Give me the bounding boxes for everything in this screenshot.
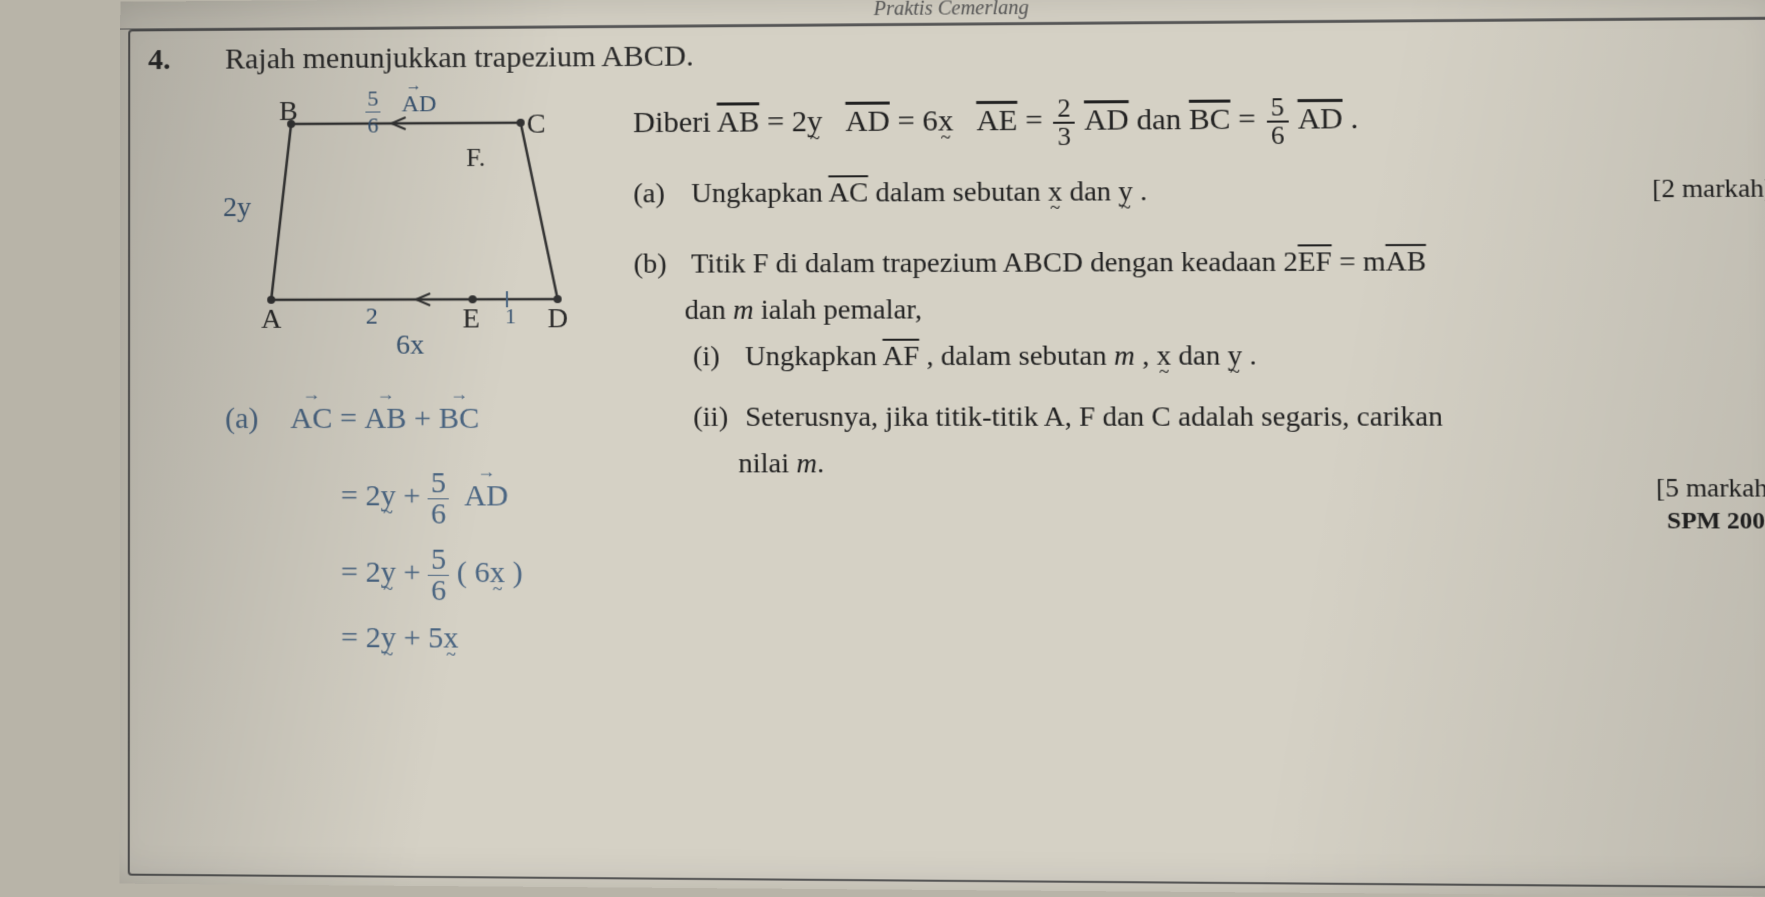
vec-ad2: AD [1084,103,1129,137]
w3-eq: = 2 [341,621,381,654]
part-bi-t1: Ungkapkan [745,341,883,373]
part-bi-vec: AF [883,341,920,372]
question-title: Rajah menunjukkan trapezium ABCD. [225,39,694,76]
part-bii-t1: Seterusnya, jika titik-titik A, F dan C … [745,401,1443,433]
w0-bc: BC [439,402,480,436]
part-b-m: m [733,295,754,326]
vec-ae: AE [976,104,1017,138]
frac-2-3: 23 [1053,95,1075,150]
question-number: 4. [148,43,170,77]
part-bii-t2: nilai [738,448,796,479]
given-line: Diberi AB = 2y AD = 6x AE = 23 AD dan BC… [633,94,1359,152]
part-bi-m: m [1114,340,1135,372]
label-b: B [279,96,298,128]
w3-y: y [381,621,396,655]
hand-tick-2: 2 [366,304,378,331]
part-a-vec: AC [828,177,868,208]
part-b-t2: dan [685,295,733,326]
part-a: (a) Ungkapkan AC dalam sebutan x dan y . [633,176,1147,210]
hand-left-2y: 2y [223,192,251,224]
w0-ac: AC [290,402,332,436]
w1-fd: 6 [428,499,449,529]
work-line1: = 2y + 5 6 AD [341,468,509,530]
work-line2: = 2y + 5 6 ( 6x ) [341,544,523,606]
vec-ad: AD [845,104,890,137]
part-bi-c1: , [1142,340,1157,372]
part-bi-x: x [1156,340,1171,373]
label-f: F. [466,143,485,173]
part-bii-m: m [796,448,817,479]
w0-ab: AB [364,402,406,436]
label-a: A [261,304,281,336]
w2-close: ) [505,556,523,589]
part-a-t2: dalam sebutan [875,176,1048,208]
part-bii-label: (ii) [693,402,738,434]
w0-plus: + [414,402,439,435]
w2-fn: 5 [428,545,449,576]
period: . [1350,102,1358,136]
part-a-t1: Ungkapkan [691,177,828,209]
trapezium-diagram: B C F. A E D 5 6 AD→ 2y 2 6x 1 [225,98,568,360]
part-b-ab: AB [1385,246,1426,278]
w3-plus: + 5 [403,621,443,654]
part-a-label: (a) [633,178,684,210]
vec-ad3: AD [1298,102,1343,136]
part-bi-y: y [1227,340,1242,373]
w1-ad: AD [464,480,508,514]
hand-top-frac: 5 6 [365,86,380,139]
w1-plus: + [403,480,428,513]
w2-paren: ( 6 [457,556,490,589]
w1-eq: = 2 [341,480,381,513]
part-bii: (ii) Seterusnya, jika titik-titik A, F d… [693,401,1765,481]
var-x: x [938,104,954,138]
part-a-dan: dan [1069,176,1118,208]
part-bi-dan: dan [1178,340,1227,372]
hand-mid-1: 1 [505,303,516,329]
part-b-eq: = m [1332,246,1386,278]
dan: dan [1136,103,1189,137]
part-b: (b) Titik F di dalam trapezium ABCD deng… [634,245,1765,327]
vec-bc: BC [1189,102,1231,136]
work-line0: AC = AB + BC [290,402,479,436]
part-b-label: (b) [634,248,685,280]
part-bi-label: (i) [693,341,738,373]
part-a-y: y [1118,176,1133,208]
w3-x: x [443,621,458,655]
part-b-ef: EF [1298,246,1332,278]
part-a-x: x [1048,176,1063,208]
part-bii-marks: [5 markah] [1656,473,1765,504]
w0-eq: = [340,402,365,435]
w2-y: y [381,556,396,590]
label-c: C [527,109,546,141]
label-e: E [463,303,480,335]
part-b-t3: ialah pemalar, [761,294,922,326]
vec-ab: AB [717,105,760,138]
question-frame: 4. Rajah menunjukkan trapezium ABCD. B C… [128,18,1765,889]
hand-bottom-6x: 6x [396,330,424,362]
part-bi-t2: , dalam sebutan [926,340,1114,372]
part-a-marks: [2 markah] [1652,173,1765,204]
w1-fn: 5 [428,468,449,499]
w2-eq: = 2 [341,556,381,589]
hand-top-ad: AD→ [402,91,437,118]
part-bi: (i) Ungkapkan AF , dalam sebutan m , x d… [693,340,1257,373]
part-bi-period: . [1249,340,1257,372]
work-label: (a) [225,402,258,436]
eq2: = 6 [897,104,938,137]
given-prefix: Diberi [633,105,717,139]
part-bii-period: . [817,448,824,479]
w2-plus: + [403,556,428,589]
part-a-period: . [1140,176,1147,207]
eq1: = 2 [767,105,807,138]
work-line3: = 2y + 5x [341,621,459,656]
w2-fd: 6 [428,576,449,606]
var-y: y [807,105,823,139]
label-d: D [547,303,568,335]
w2-x: x [490,556,505,590]
frac-5-6: 56 [1266,94,1288,149]
part-b-t1: Titik F di dalam trapezium ABCD dengan k… [691,246,1298,279]
spm-year: SPM 2006 [1667,508,1765,536]
w1-y: y [381,480,396,514]
